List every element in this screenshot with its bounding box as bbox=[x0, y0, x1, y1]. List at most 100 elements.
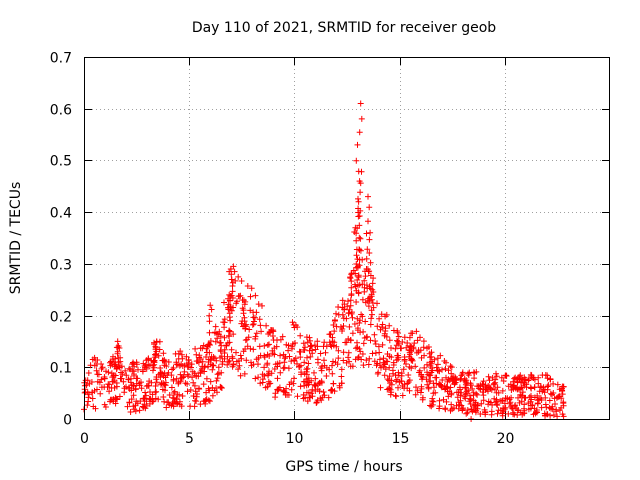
data-point bbox=[359, 296, 366, 303]
data-point bbox=[257, 352, 264, 359]
data-point bbox=[459, 369, 466, 376]
data-point bbox=[360, 362, 367, 369]
data-point bbox=[126, 365, 133, 372]
data-point bbox=[417, 389, 424, 396]
data-point bbox=[412, 363, 419, 370]
data-point bbox=[462, 384, 469, 391]
data-point bbox=[282, 353, 289, 360]
data-point bbox=[377, 384, 384, 391]
data-point bbox=[285, 392, 292, 398]
data-point bbox=[473, 407, 480, 414]
data-point bbox=[237, 352, 244, 359]
data-point bbox=[369, 300, 376, 306]
data-point bbox=[113, 366, 120, 372]
data-point bbox=[353, 237, 360, 244]
data-point bbox=[212, 323, 219, 330]
data-point bbox=[151, 357, 158, 364]
data-point bbox=[252, 333, 259, 340]
data-point bbox=[494, 384, 501, 391]
y-tick-label: 0.1 bbox=[50, 361, 72, 377]
data-point bbox=[247, 345, 254, 352]
data-point bbox=[217, 347, 224, 353]
data-point bbox=[258, 328, 265, 335]
data-point bbox=[195, 373, 202, 380]
data-point bbox=[318, 367, 325, 374]
data-point bbox=[546, 397, 553, 404]
data-point bbox=[461, 375, 468, 382]
data-point bbox=[225, 301, 232, 308]
data-point bbox=[121, 389, 128, 396]
data-point bbox=[269, 347, 276, 354]
data-point bbox=[404, 340, 411, 346]
data-point bbox=[356, 178, 363, 185]
data-point bbox=[400, 366, 407, 373]
data-point bbox=[321, 357, 327, 364]
data-point bbox=[229, 283, 236, 289]
data-point bbox=[288, 386, 295, 393]
data-point bbox=[280, 388, 287, 395]
data-point bbox=[264, 342, 271, 348]
data-point bbox=[340, 323, 347, 329]
data-point bbox=[541, 389, 548, 396]
data-point bbox=[357, 317, 363, 324]
data-point bbox=[511, 375, 518, 382]
data-point bbox=[200, 381, 207, 388]
data-point bbox=[429, 358, 435, 365]
data-point bbox=[355, 353, 362, 360]
data-point bbox=[493, 398, 500, 405]
data-point bbox=[218, 385, 225, 391]
data-point bbox=[513, 405, 520, 412]
data-point bbox=[130, 392, 137, 399]
data-point bbox=[301, 382, 308, 389]
data-point bbox=[367, 259, 374, 266]
data-point bbox=[417, 347, 424, 354]
data-point bbox=[357, 247, 364, 254]
data-point bbox=[172, 399, 179, 406]
data-point bbox=[348, 278, 355, 285]
data-point bbox=[227, 293, 234, 299]
data-point bbox=[367, 321, 374, 328]
data-point bbox=[203, 345, 210, 352]
data-point bbox=[503, 373, 510, 379]
data-point bbox=[329, 370, 336, 377]
data-point bbox=[327, 331, 334, 338]
data-point bbox=[184, 388, 191, 395]
data-point bbox=[236, 362, 243, 369]
data-point bbox=[477, 411, 484, 417]
data-point bbox=[261, 372, 268, 379]
data-point bbox=[118, 369, 124, 376]
data-point bbox=[209, 366, 216, 373]
data-point bbox=[547, 376, 554, 383]
data-point bbox=[177, 348, 184, 355]
data-point bbox=[85, 370, 92, 376]
data-point bbox=[327, 341, 334, 348]
data-point bbox=[560, 383, 567, 390]
data-point bbox=[309, 386, 316, 393]
data-point bbox=[159, 386, 166, 393]
data-point bbox=[555, 394, 562, 400]
data-point bbox=[250, 361, 257, 368]
x-tick-label: 20 bbox=[497, 431, 515, 447]
data-point bbox=[518, 379, 524, 386]
data-point bbox=[274, 387, 281, 394]
data-point bbox=[221, 299, 227, 306]
data-point bbox=[184, 381, 191, 387]
data-point bbox=[492, 399, 499, 406]
data-point bbox=[455, 405, 462, 412]
data-point bbox=[372, 341, 379, 347]
data-point bbox=[511, 383, 518, 390]
y-tick-label: 0.7 bbox=[50, 51, 72, 67]
data-point bbox=[485, 401, 492, 408]
data-point bbox=[142, 405, 149, 412]
data-point bbox=[110, 378, 116, 385]
data-point bbox=[155, 396, 162, 403]
data-point bbox=[447, 363, 454, 370]
data-point bbox=[436, 405, 443, 412]
data-point bbox=[105, 369, 112, 376]
data-point bbox=[191, 382, 198, 389]
data-point bbox=[224, 353, 231, 360]
data-point bbox=[166, 392, 173, 398]
data-point bbox=[221, 334, 228, 341]
data-point bbox=[210, 354, 217, 360]
data-point bbox=[472, 401, 479, 408]
